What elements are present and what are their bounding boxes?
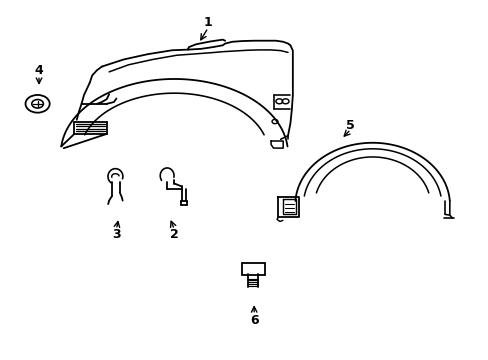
Text: 5: 5 [346, 118, 354, 131]
Text: 1: 1 [203, 16, 212, 29]
Text: 6: 6 [249, 314, 258, 327]
Text: 2: 2 [170, 229, 179, 242]
Text: 4: 4 [35, 64, 43, 77]
Text: 3: 3 [112, 229, 121, 242]
